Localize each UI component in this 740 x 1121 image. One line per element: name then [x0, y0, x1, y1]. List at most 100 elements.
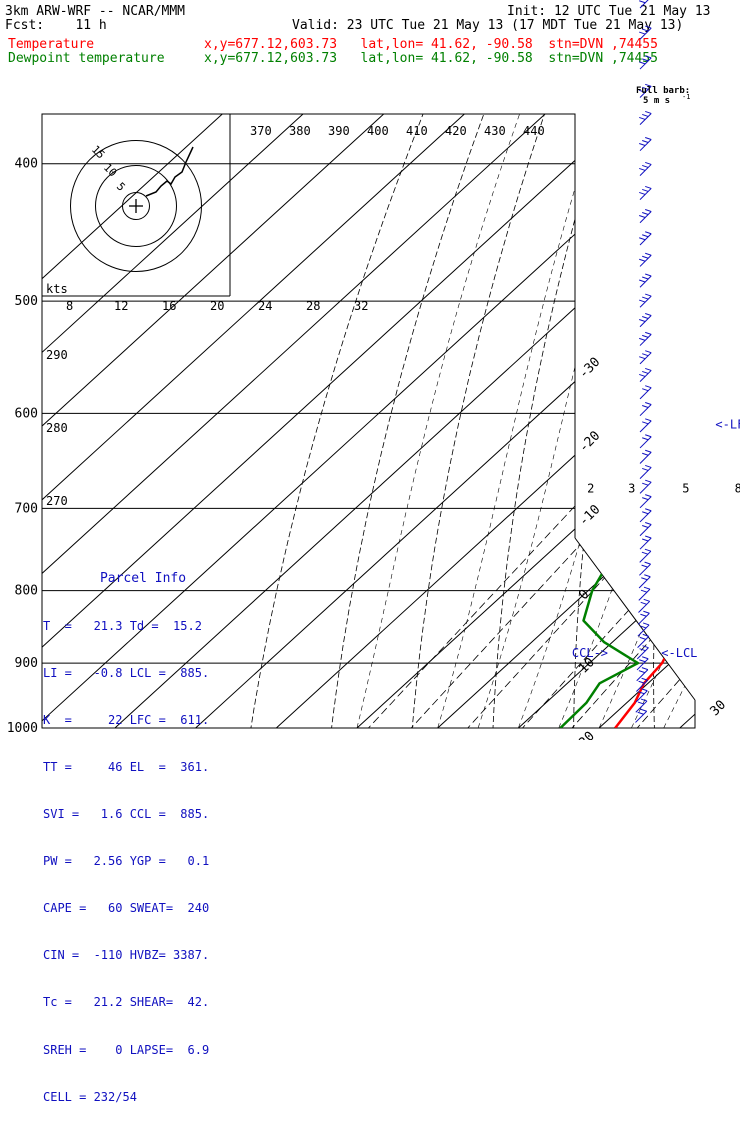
- moist-adiabat-line: [598, 114, 695, 728]
- wind-barb: [635, 708, 648, 723]
- wind-barb-staff: [639, 139, 652, 152]
- theta-label: 440: [523, 124, 545, 138]
- wind-barb-flag: [640, 698, 648, 702]
- parcel-info-row: TT = 46 EL = 361.: [43, 759, 210, 774]
- wind-barb-staff: [639, 352, 652, 365]
- parcel-info-row: CELL = 232/54: [43, 1089, 137, 1104]
- hodograph-axis-label: 32: [354, 299, 368, 313]
- barb-legend-title: Full barb:: [636, 86, 690, 96]
- pressure-label: 1000: [7, 721, 38, 736]
- moist-adiabat-line: [437, 114, 657, 728]
- wind-barb-flag: [638, 670, 646, 674]
- isotherm-line: [42, 114, 695, 728]
- wind-barb-staff: [639, 524, 652, 537]
- wind-barb-flag: [645, 137, 652, 140]
- barb-legend: Full barb: 5 m s -1: [636, 86, 690, 106]
- wind-barb-flag: [642, 467, 649, 471]
- wind-barb-flag: [641, 677, 648, 681]
- wind-barb-flag: [641, 551, 649, 555]
- wind-barb: [639, 418, 652, 433]
- wind-barb-staff: [639, 537, 652, 550]
- wind-barb-flag: [642, 633, 649, 637]
- wind-barb-staff: [639, 85, 652, 98]
- wind-barb: [639, 535, 652, 550]
- wind-barb-staff: [639, 420, 652, 433]
- wind-barb: [637, 633, 650, 648]
- wind-barb: [639, 385, 652, 400]
- wind-barb-flag: [644, 561, 651, 565]
- wind-barb-staff: [637, 612, 650, 625]
- wind-barb-flag: [645, 508, 652, 512]
- wind-barb-flag: [639, 636, 646, 640]
- pressure-label: 900: [15, 656, 38, 671]
- wind-barb-flag: [645, 25, 652, 29]
- wind-barb-flag: [644, 548, 652, 552]
- wind-barb-flag: [639, 0, 646, 4]
- wind-barb-staff: [638, 600, 651, 613]
- wind-barb-flag: [642, 113, 649, 117]
- wind-barb-staff: [639, 188, 652, 200]
- wind-barb: [639, 479, 652, 494]
- wind-barb-staff: [639, 275, 652, 288]
- theta-label: 380: [289, 124, 311, 138]
- wind-barb-staff: [638, 576, 651, 589]
- hodograph-axis-label: 16: [162, 299, 176, 313]
- hodograph-axis-unit: kts: [46, 282, 68, 296]
- wind-barb-flag: [640, 708, 647, 712]
- wind-barb-flag: [639, 215, 646, 218]
- wind-barb-staff: [637, 636, 650, 648]
- wind-barb-staff: [639, 0, 649, 9]
- wind-barb-staff: [639, 370, 652, 382]
- wind-barb-flag: [642, 188, 649, 192]
- wind-barb: [636, 656, 649, 671]
- moist-adiabat-line: [356, 114, 545, 728]
- hodograph-axis-label: 24: [258, 299, 272, 313]
- pressure-label: 600: [15, 406, 38, 421]
- wind-barb: [635, 688, 648, 703]
- isotherm-label: -20: [576, 428, 603, 455]
- wind-barb-staff: [636, 669, 649, 682]
- wind-barb-staff: [639, 404, 652, 417]
- wind-barb-staff: [637, 624, 650, 637]
- wind-barb-flag: [642, 334, 649, 338]
- dewpoint-label: Dewpoint temperature: [8, 51, 165, 66]
- wind-barb-flag: [639, 648, 646, 652]
- wind-barb-staff: [639, 164, 652, 176]
- parcel-info-row: CAPE = 60 SWEAT= 240: [43, 901, 210, 916]
- wind-barb-flag: [642, 234, 649, 238]
- wind-barb-flag: [642, 622, 650, 626]
- isotherm-line: [42, 114, 695, 728]
- wind-barb-flag: [645, 385, 652, 389]
- isotherm-label: -30: [576, 355, 603, 382]
- hodograph-speed-label: 5: [114, 180, 128, 194]
- wind-barb: [639, 231, 652, 246]
- wind-barb-flag: [645, 418, 652, 422]
- temperature-label: Temperature: [8, 37, 95, 52]
- dry-adiabat-lines: [245, 114, 695, 728]
- wind-barb: [638, 598, 651, 613]
- theta-label: 420: [445, 124, 467, 138]
- mixing-ratio-line: [440, 413, 695, 728]
- wind-barb-flag: [642, 296, 649, 300]
- wind-barb: [639, 252, 652, 267]
- wind-barb: [639, 494, 652, 509]
- wind-barb-flag: [645, 494, 652, 498]
- wind-barb-flag: [645, 231, 652, 235]
- wind-barb-flag: [642, 511, 649, 515]
- isotherm-label: -10: [576, 502, 603, 529]
- parcel-info-title: Parcel Info: [99, 571, 187, 587]
- wind-barb-staff: [639, 113, 652, 126]
- wind-barb-flag: [639, 31, 646, 35]
- wind-barb-flag: [639, 319, 646, 323]
- wind-barb-flag: [643, 586, 651, 590]
- lfc-annotation: <-LFC: [715, 418, 740, 432]
- pressure-label: 400: [15, 157, 38, 172]
- isotherm-line: [404, 114, 695, 728]
- hodograph-axis-label: 20: [210, 299, 224, 313]
- parcel-info-row: K = 22 LFC = 611.: [43, 712, 210, 727]
- wind-barb-flag: [642, 212, 649, 215]
- wind-barb-flag: [642, 388, 649, 392]
- wind-barb-staff: [639, 211, 652, 224]
- wind-barb-flag: [639, 61, 646, 65]
